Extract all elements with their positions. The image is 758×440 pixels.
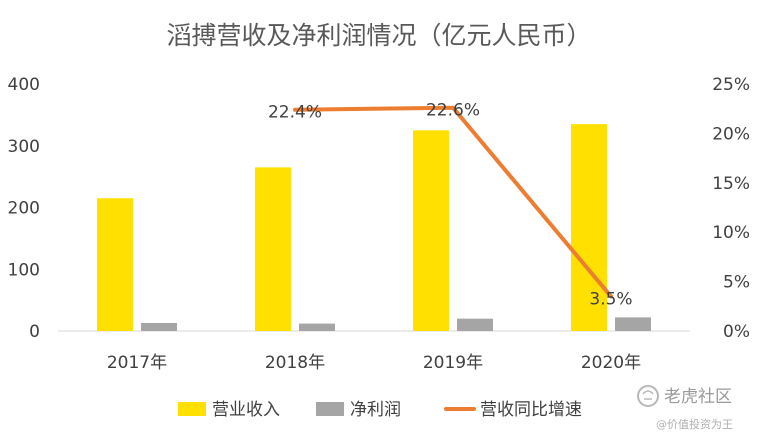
y-left-tick-label: 300 bbox=[8, 137, 40, 157]
y-left-tick-label: 100 bbox=[8, 260, 40, 280]
data-label: 3.5% bbox=[589, 289, 632, 309]
y-left-tick-label: 0 bbox=[29, 322, 40, 342]
watermark-sub: @价值投资为王 bbox=[656, 417, 733, 431]
y-right-tick-label: 25% bbox=[712, 75, 750, 95]
x-tick-label: 2019年 bbox=[423, 353, 483, 373]
y-right-tick-label: 5% bbox=[723, 273, 750, 293]
legend-label: 营收同比增速 bbox=[480, 400, 582, 420]
legend: 营业收入 净利润 营收同比增速 bbox=[178, 400, 582, 420]
x-tick-label: 2020年 bbox=[581, 353, 641, 373]
legend-label: 营业收入 bbox=[212, 400, 280, 420]
y-left-tick-label: 400 bbox=[8, 75, 40, 95]
legend-swatch bbox=[178, 402, 206, 416]
bar-series bbox=[97, 124, 651, 331]
y-left-tick-label: 200 bbox=[8, 199, 40, 219]
bar-revenue bbox=[413, 130, 449, 331]
tiger-logo-icon bbox=[637, 385, 659, 407]
growth-line bbox=[293, 105, 613, 299]
x-tick-label: 2017年 bbox=[107, 353, 167, 373]
y-right-tick-label: 0% bbox=[723, 322, 750, 342]
chart-title: 滔搏营收及净利润情况（亿元人民币） bbox=[166, 21, 591, 50]
data-label: 22.6% bbox=[426, 101, 480, 121]
bar-net-profit bbox=[457, 318, 493, 331]
watermark: 老虎社区 @价值投资为王 bbox=[637, 385, 733, 431]
x-axis: 2017年 2018年 2019年 2020年 bbox=[107, 353, 641, 373]
bar-revenue bbox=[571, 124, 607, 331]
x-tick-label: 2018年 bbox=[265, 353, 325, 373]
y-right-tick-label: 15% bbox=[712, 174, 750, 194]
bar-net-profit bbox=[299, 323, 335, 331]
data-label: 22.4% bbox=[268, 103, 322, 123]
bar-net-profit bbox=[615, 317, 651, 331]
y-right-tick-label: 10% bbox=[712, 223, 750, 243]
y-axis-left: 0 100 200 300 400 bbox=[8, 75, 40, 342]
line-series: 22.4% 22.6% 3.5% bbox=[268, 101, 633, 310]
legend-swatch bbox=[316, 402, 344, 416]
bar-revenue bbox=[255, 167, 291, 331]
bar-revenue bbox=[97, 198, 133, 331]
legend-label: 净利润 bbox=[350, 400, 401, 420]
y-right-tick-label: 20% bbox=[712, 124, 750, 144]
watermark-main: 老虎社区 bbox=[664, 387, 732, 407]
bar-net-profit bbox=[141, 322, 177, 331]
y-axis-right: 0% 5% 10% 15% 20% 25% bbox=[712, 75, 750, 342]
